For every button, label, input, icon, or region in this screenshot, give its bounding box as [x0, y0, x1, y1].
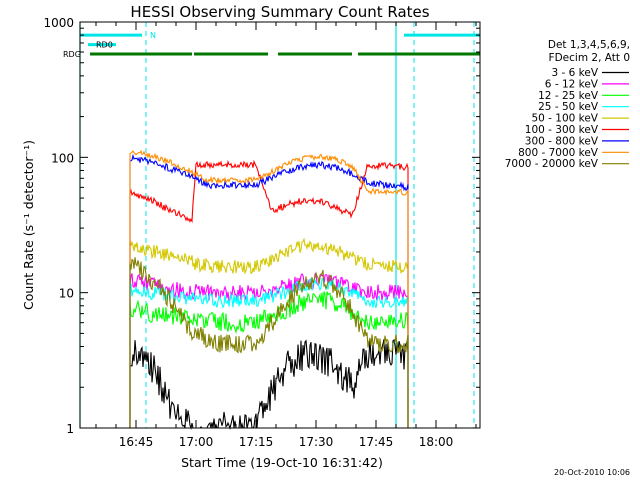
x-tick-label: 16:45 [119, 435, 154, 449]
series-line [129, 291, 409, 428]
legend-label: 800 - 7000 keV [518, 147, 599, 159]
legend-label: 3 - 6 keV [551, 67, 598, 79]
legend-label: 50 - 100 keV [531, 113, 598, 125]
y-axis-label: Count Rate (s⁻¹ detector⁻¹) [21, 140, 36, 310]
flag-label: RDG [63, 50, 81, 59]
legend-label: 100 - 300 keV [525, 124, 599, 136]
series-line [129, 153, 409, 428]
series-line [129, 277, 409, 428]
y-tick-label: 100 [51, 151, 74, 165]
plot-frame [79, 21, 481, 429]
series-lines [129, 149, 409, 430]
legend-label: 25 - 50 keV [538, 101, 599, 113]
series-line [129, 159, 409, 428]
flag-label: RD0 [96, 41, 113, 50]
legend: Det 1,3,4,5,6,9,FDecim 2, Att 0 3 - 6 keV… [505, 39, 630, 170]
timestamp: 20-Oct-2010 10:06 [554, 468, 630, 477]
legend-header: FDecim 2, Att 0 [549, 52, 630, 64]
x-tick-label: 17:45 [359, 435, 394, 449]
series-line [129, 149, 409, 428]
axes: 1 10 100 1000 16:45 17:00 17:15 17:30 17:45 18:00 [43, 16, 480, 449]
x-tick-label: 17:00 [179, 435, 214, 449]
chart-title: HESSI Observing Summary Count Rates [130, 3, 429, 21]
x-tick-label: 17:30 [299, 435, 334, 449]
series-line [129, 257, 409, 428]
x-tick-label: 17:15 [239, 435, 274, 449]
y-tick-label: 1000 [43, 16, 74, 30]
legend-label: 7000 - 20000 keV [505, 158, 599, 170]
x-tick-label: 18:00 [419, 435, 454, 449]
flag-label: N [150, 31, 156, 40]
flag-bars: N RD0 RDG [63, 31, 480, 59]
legend-label: 6 - 12 keV [545, 78, 599, 90]
legend-label: 12 - 25 keV [538, 90, 599, 102]
series-line [129, 272, 409, 428]
y-tick-label: 10 [59, 287, 74, 301]
series-line [129, 237, 409, 428]
x-axis-label: Start Time (19-Oct-10 16:31:42) [181, 455, 383, 470]
series-line [129, 338, 409, 430]
legend-label: 300 - 800 keV [525, 135, 599, 147]
legend-header: Det 1,3,4,5,6,9, [548, 39, 630, 51]
y-tick-label: 1 [66, 422, 74, 436]
